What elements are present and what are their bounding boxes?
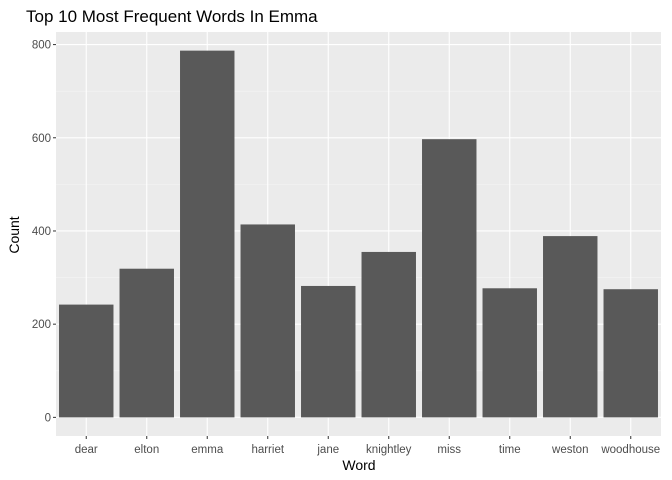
y-tick-label: 400 <box>32 226 51 238</box>
x-tick-label: dear <box>75 444 98 456</box>
bar-miss <box>422 139 477 418</box>
y-axis-title: Count <box>6 216 22 253</box>
bars <box>59 50 658 418</box>
bar-woodhouse <box>603 289 658 418</box>
x-tick-label: elton <box>134 444 159 456</box>
x-tick-label: weston <box>551 444 588 456</box>
bar-elton <box>119 268 174 418</box>
x-tick-label: woodhouse <box>600 444 660 456</box>
x-tick-label: time <box>499 444 521 456</box>
chart-title: Top 10 Most Frequent Words In Emma <box>26 7 318 26</box>
bar-emma <box>180 50 235 418</box>
x-axis: dear elton emma harriet jane knightley miss tim… <box>75 436 660 456</box>
y-axis: 0 200 400 600 800 <box>32 40 56 424</box>
bar-jane <box>301 285 356 418</box>
x-tick-label: emma <box>191 444 224 456</box>
x-tick-label: jane <box>316 444 339 456</box>
x-tick-label: harriet <box>251 444 284 456</box>
x-tick-label: knightley <box>366 444 412 456</box>
x-tick-label: miss <box>437 444 461 456</box>
y-tick-label: 600 <box>32 133 51 145</box>
y-tick-label: 200 <box>32 319 51 331</box>
x-axis-title: Word <box>342 457 375 473</box>
bar-dear <box>59 304 114 418</box>
bar-weston <box>543 236 598 418</box>
y-tick-label: 0 <box>45 412 51 424</box>
bar-time <box>482 288 537 418</box>
y-tick-label: 800 <box>32 40 51 52</box>
bar-harriet <box>240 224 295 418</box>
bar-knightley <box>361 251 416 418</box>
